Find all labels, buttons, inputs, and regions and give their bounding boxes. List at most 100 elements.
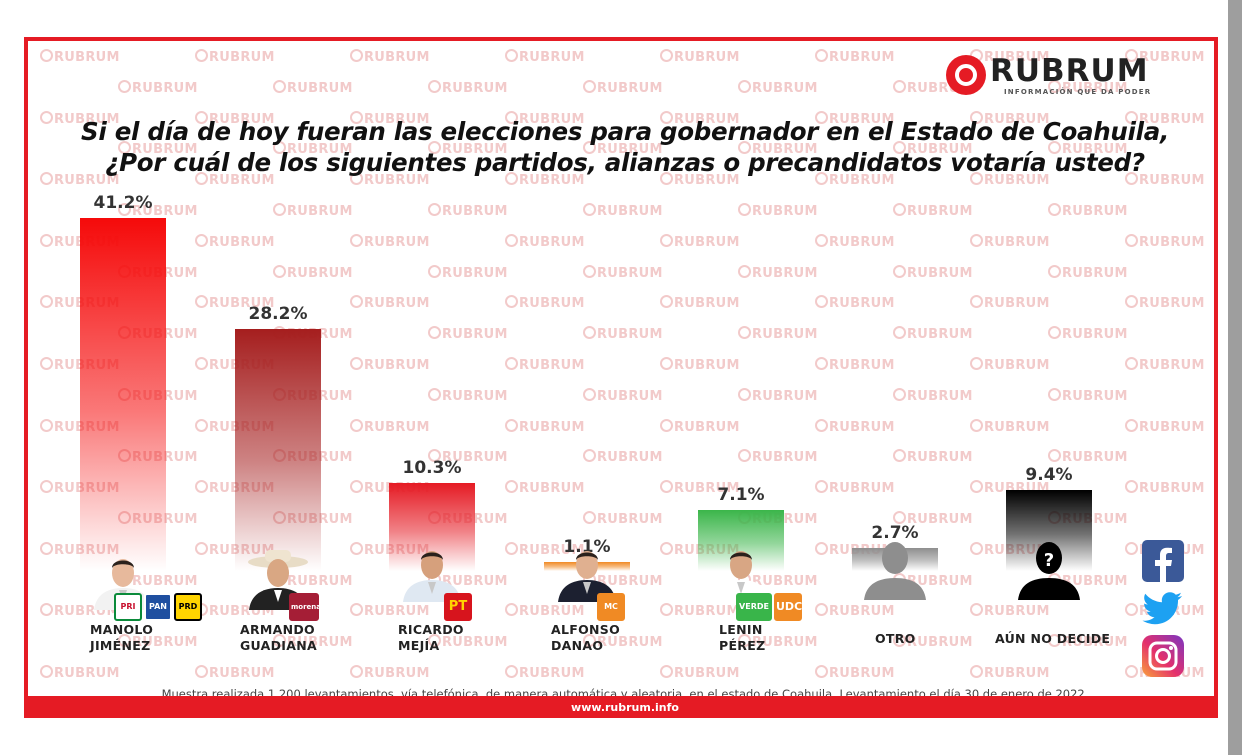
watermark-text: RUBRUM <box>660 357 740 373</box>
watermark-text: RUBRUM <box>583 326 663 342</box>
category-label-line: OTRO <box>875 631 916 646</box>
watermark-text: RUBRUM <box>1048 264 1128 281</box>
infographic-frame: RUBRUM RUBRUM RUBRUM RUBRUM RUBRUM RUBRUM RUBR… <box>24 37 1218 718</box>
category-label: LENIN PÉREZ <box>719 622 765 654</box>
watermark-text: RUBRUM <box>505 665 585 681</box>
watermark-text: RUBRUM <box>738 387 818 404</box>
watermark-text: RUBRUM <box>350 233 430 250</box>
data-label: 2.7% <box>871 522 919 543</box>
party-logo-badge: PRI <box>114 593 142 621</box>
watermark-text: RUBRUM <box>738 326 818 342</box>
person-silhouette-icon <box>864 542 926 600</box>
watermark-text: RUBRUM <box>815 418 895 435</box>
watermark-text: RUBRUM <box>815 357 895 373</box>
data-label: 41.2% <box>93 193 153 213</box>
watermark-text: RUBRUM <box>118 79 198 96</box>
data-label: 7.1% <box>717 485 765 506</box>
watermark-text: RUBRUM <box>1125 233 1205 250</box>
unknown-person-icon: ? <box>1018 542 1080 600</box>
bar <box>80 218 166 571</box>
facebook-icon[interactable] <box>1142 540 1184 582</box>
instagram-icon[interactable] <box>1142 635 1184 677</box>
watermark-text: RUBRUM <box>583 203 663 219</box>
watermark-text: RUBRUM <box>583 387 663 404</box>
watermark-text: RUBRUM <box>350 603 430 619</box>
category-label-line: MANOLO <box>90 622 154 637</box>
watermark-text: RUBRUM <box>273 264 353 281</box>
data-label: 9.4% <box>1025 465 1073 486</box>
watermark-text: RUBRUM <box>505 480 585 496</box>
watermark-text: RUBRUM <box>970 233 1050 250</box>
watermark-text: RUBRUM <box>893 264 973 281</box>
watermark-text: RUBRUM <box>893 387 973 404</box>
party-logo-badge: PT <box>444 593 472 621</box>
watermark-text: RUBRUM <box>815 603 895 619</box>
logo-tagline: INFORMACIÓN QUE DA PODER <box>1004 88 1152 96</box>
category-label-line: MEJÍA <box>398 638 440 653</box>
watermark-text: RUBRUM <box>815 665 895 681</box>
category-label: RICARDO MEJÍA <box>398 622 464 654</box>
watermark-text: RUBRUM <box>350 49 430 65</box>
party-logo-badge: VERDE <box>736 593 772 621</box>
watermark-text: RUBRUM <box>1125 357 1205 373</box>
watermark-text: RUBRUM <box>970 665 1050 681</box>
watermark-text: RUBRUM <box>660 233 740 250</box>
watermark-text: RUBRUM <box>505 49 585 65</box>
watermark-text: RUBRUM <box>660 665 740 681</box>
watermark-text: RUBRUM <box>1048 203 1128 219</box>
watermark-text: RUBRUM <box>1125 480 1205 496</box>
party-logo-badge: MC <box>597 593 625 621</box>
watermark-text: RUBRUM <box>970 295 1050 311</box>
watermark-text: RUBRUM <box>583 264 663 281</box>
data-label: 1.1% <box>563 536 611 557</box>
watermark-text: RUBRUM <box>583 511 663 527</box>
watermark-text: RUBRUM <box>195 49 275 65</box>
watermark-text: RUBRUM <box>350 418 430 435</box>
category-label-line: GUADIANA <box>240 638 317 653</box>
bar <box>235 329 321 571</box>
watermark-text: RUBRUM <box>970 418 1050 435</box>
chart-title-line-1: Si el día de hoy fueran las elecciones p… <box>81 117 1169 146</box>
category-label-line: RICARDO <box>398 622 464 637</box>
category-label: OTRO <box>875 631 916 647</box>
watermark-text: RUBRUM <box>195 233 275 250</box>
category-label-line: LENIN <box>719 622 763 637</box>
watermark-text: RUBRUM <box>815 295 895 311</box>
watermark-text: RUBRUM <box>428 326 508 342</box>
watermark-text: RUBRUM <box>583 79 663 96</box>
website-link[interactable]: www.rubrum.info <box>571 701 679 714</box>
watermark-text: RUBRUM <box>660 49 740 65</box>
watermark-text: RUBRUM <box>815 49 895 65</box>
url-bar: www.rubrum.info <box>28 696 1214 714</box>
category-label-line: DANAO <box>551 638 604 653</box>
party-logo-badge: PAN <box>144 593 172 621</box>
category-label: MANOLO JIMÉNEZ <box>90 622 153 654</box>
watermark-text: RUBRUM <box>738 203 818 219</box>
logo-text: RUBRUM <box>990 53 1149 89</box>
watermark-text: RUBRUM <box>893 203 973 219</box>
watermark-text: RUBRUM <box>505 233 585 250</box>
rubrum-logo: RUBRUM INFORMACIÓN QUE DA PODER <box>946 53 1176 101</box>
watermark-text: RUBRUM <box>428 203 508 219</box>
watermark-text: RUBRUM <box>505 603 585 619</box>
watermark-text: RUBRUM <box>893 326 973 342</box>
watermark-text: RUBRUM <box>738 79 818 96</box>
watermark-text: RUBRUM <box>970 603 1050 619</box>
watermark-text: RUBRUM <box>505 357 585 373</box>
watermark-text: RUBRUM <box>1048 449 1128 465</box>
watermark-text: RUBRUM <box>1048 326 1128 342</box>
party-logo-badge: morena <box>289 593 321 621</box>
logo-circle-icon <box>946 55 986 95</box>
watermark-text: RUBRUM <box>350 357 430 373</box>
watermark-text: RUBRUM <box>428 387 508 404</box>
watermark-text: RUBRUM <box>428 264 508 281</box>
watermark-text: RUBRUM <box>40 49 120 65</box>
category-label: ARMANDO GUADIANA <box>240 622 317 654</box>
watermark-text: RUBRUM <box>1125 295 1205 311</box>
watermark-text: RUBRUM <box>660 295 740 311</box>
category-label: ALFONSO DANAO <box>551 622 620 654</box>
watermark-text: RUBRUM <box>815 233 895 250</box>
watermark-text: RUBRUM <box>583 449 663 465</box>
twitter-icon[interactable] <box>1142 587 1184 629</box>
svg-text:?: ? <box>1044 550 1054 571</box>
